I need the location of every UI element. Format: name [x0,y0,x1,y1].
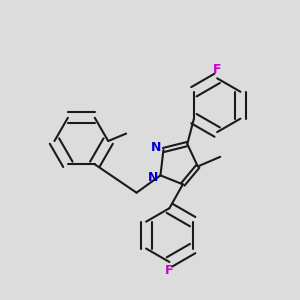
Text: F: F [213,64,221,76]
Text: N: N [148,171,158,184]
Text: F: F [165,264,174,277]
Text: N: N [151,141,161,154]
